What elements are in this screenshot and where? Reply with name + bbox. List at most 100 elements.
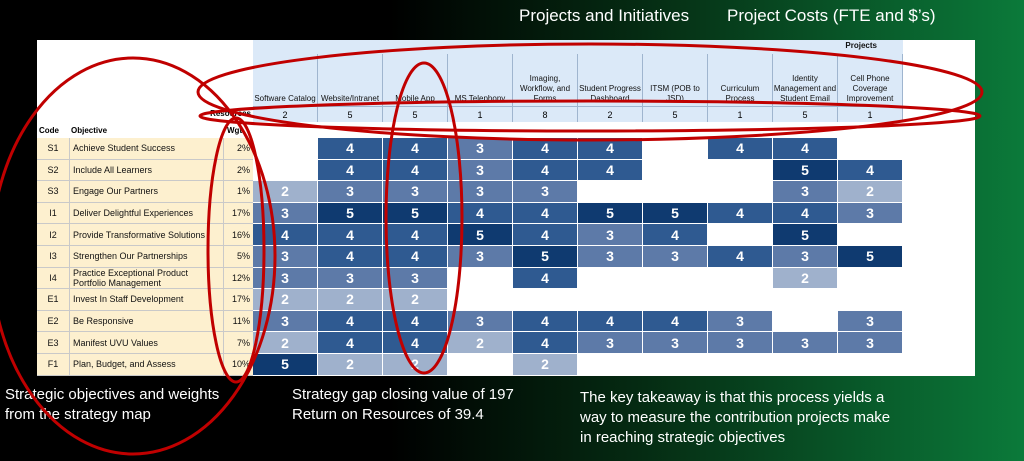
projects-band-label: Projects [253, 40, 903, 54]
score-cell: 3 [318, 181, 383, 203]
score-cell: 3 [448, 138, 513, 160]
objective-weight: 11% [223, 310, 253, 333]
score-cell [708, 224, 773, 246]
objective-code: S2 [37, 159, 69, 182]
objectives-weights-ellipse [0, 56, 277, 456]
score-cell: 3 [838, 310, 903, 333]
objective-name: Manifest UVU Values [69, 332, 223, 354]
score-cell: 2 [318, 354, 383, 376]
score-cell: 3 [708, 310, 773, 333]
score-cell: 4 [643, 310, 708, 333]
project-resources-4: 1 [448, 106, 513, 122]
project-header-2: Website/Intranet [318, 54, 383, 106]
objective-weight: 5% [223, 246, 253, 268]
objective-name: Plan, Budget, and Assess [69, 354, 223, 376]
score-cell: 4 [708, 202, 773, 225]
project-costs-caption: Project Costs (FTE and $’s) [727, 6, 936, 25]
score-cell: 2 [383, 289, 448, 311]
score-cell: 4 [773, 202, 838, 225]
score-cell [578, 289, 643, 311]
score-cell: 4 [513, 224, 578, 246]
score-cell: 3 [448, 159, 513, 182]
score-cell: 3 [838, 202, 903, 225]
score-cell: 5 [773, 224, 838, 246]
score-cell: 4 [513, 332, 578, 354]
objective-code: E1 [37, 289, 69, 311]
score-cell: 2 [838, 181, 903, 203]
score-cell: 4 [383, 310, 448, 333]
project-resources-8: 1 [708, 106, 773, 122]
score-cell [708, 159, 773, 182]
objective-code: I4 [37, 267, 69, 290]
score-cell: 5 [318, 202, 383, 225]
score-cell [448, 354, 513, 376]
score-cell: 3 [448, 181, 513, 203]
score-cell [773, 289, 838, 311]
score-cell [708, 354, 773, 376]
score-cell [643, 289, 708, 311]
objective-name: Include All Learners [69, 159, 223, 182]
objectives-weights-note-line-1: Strategic objectives and weights [5, 386, 220, 403]
score-cell: 2 [773, 267, 838, 290]
project-resources-9: 5 [773, 106, 838, 122]
score-cell: 3 [253, 267, 318, 290]
score-cell: 3 [318, 267, 383, 290]
weights-column-ellipse [206, 116, 266, 384]
score-cell [708, 267, 773, 290]
score-cell [838, 224, 903, 246]
objective-code: E3 [37, 332, 69, 354]
score-cell: 4 [318, 246, 383, 268]
project-header-6: Student Progress Dashboard [578, 54, 643, 106]
score-cell: 4 [318, 332, 383, 354]
score-cell [253, 138, 318, 160]
objective-weight: 7% [223, 332, 253, 354]
gap-closing-note-line-2: Return on Resources of 39.4 [292, 406, 484, 423]
objective-code: I2 [37, 224, 69, 246]
gap-closing-note: Strategy gap closing value of 197 Return… [292, 385, 514, 425]
score-cell: 4 [383, 138, 448, 160]
score-cell: 3 [578, 246, 643, 268]
project-resources-5: 8 [513, 106, 578, 122]
score-cell [578, 181, 643, 203]
score-cell: 5 [448, 224, 513, 246]
score-cell [838, 267, 903, 290]
key-takeaway-note-line-1: The key takeaway is that this process yi… [580, 389, 885, 406]
score-cell [448, 267, 513, 290]
score-cell: 5 [643, 202, 708, 225]
score-cell: 4 [383, 246, 448, 268]
score-cell: 4 [513, 310, 578, 333]
score-cell [643, 138, 708, 160]
score-cell: 3 [643, 246, 708, 268]
score-cell: 3 [383, 267, 448, 290]
objective-name: Provide Transformative Solutions [69, 224, 223, 246]
score-cell: 3 [773, 246, 838, 268]
score-cell: 3 [253, 202, 318, 225]
mobile-app-column-ellipse [384, 61, 464, 375]
score-cell: 4 [318, 310, 383, 333]
score-cell: 2 [253, 332, 318, 354]
score-cell: 3 [578, 224, 643, 246]
key-takeaway-note: The key takeaway is that this process yi… [580, 388, 980, 448]
score-cell: 3 [383, 181, 448, 203]
score-cell: 4 [318, 138, 383, 160]
score-cell: 4 [773, 138, 838, 160]
score-cell: 3 [773, 332, 838, 354]
score-cell: 4 [253, 224, 318, 246]
score-cell: 5 [383, 202, 448, 225]
score-cell: 3 [643, 332, 708, 354]
score-cell: 4 [578, 159, 643, 182]
score-cell: 5 [253, 354, 318, 376]
score-cell: 4 [513, 267, 578, 290]
score-cell: 5 [578, 202, 643, 225]
objective-weight: 2% [223, 138, 253, 160]
project-header-4: MS Telephony [448, 54, 513, 106]
score-cell [708, 181, 773, 203]
weight-column-header: Wgt. [227, 126, 245, 135]
score-cell: 4 [513, 138, 578, 160]
project-header-9: Identity Management and Student Email [773, 54, 838, 106]
score-cell: 4 [708, 138, 773, 160]
project-resources-3: 5 [383, 106, 448, 122]
gap-closing-note-line-1: Strategy gap closing value of 197 [292, 386, 514, 403]
score-cell: 2 [318, 289, 383, 311]
